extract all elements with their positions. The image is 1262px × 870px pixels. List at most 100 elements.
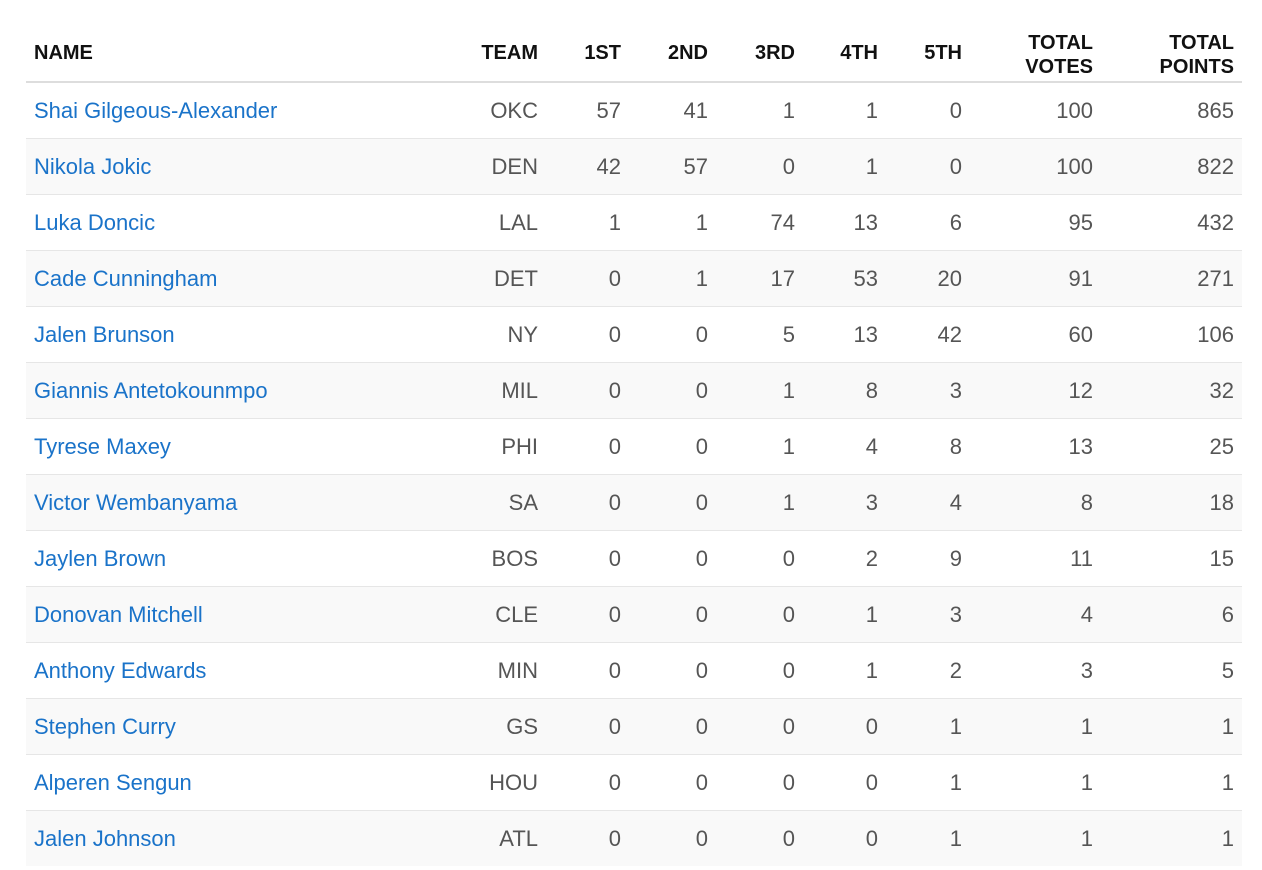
mvp-voting-table-container: NAME TEAM 1ST 2ND 3RD 4TH 5TH TOTAL VOTE… <box>26 24 1242 866</box>
column-header-total-votes-line2: VOTES <box>1025 56 1093 78</box>
total-votes-cell: 100 <box>1056 97 1093 123</box>
team-cell: HOU <box>456 754 546 811</box>
player-link[interactable]: Shai Gilgeous-Alexander <box>34 97 278 123</box>
second-place-votes-cell: 0 <box>629 474 716 531</box>
player-name-cell: Anthony Edwards <box>26 642 456 699</box>
total-votes-cell: 13 <box>970 418 1101 475</box>
column-header-total-votes-line1: TOTAL <box>1028 32 1093 54</box>
player-link[interactable]: Anthony Edwards <box>34 657 207 683</box>
fifth-place-votes-cell: 1 <box>886 754 970 811</box>
total-points-cell: 6 <box>1101 586 1242 643</box>
fifth-place-votes-cell: 1 <box>886 810 970 866</box>
player-link[interactable]: Giannis Antetokounmpo <box>34 377 268 403</box>
total-points-cell: 865 <box>1197 97 1234 123</box>
player-name-cell: Luka Doncic <box>26 194 456 251</box>
fifth-place-votes-cell: 8 <box>886 418 970 475</box>
player-link[interactable]: Victor Wembanyama <box>34 489 238 515</box>
total-votes-cell: 100 <box>970 138 1101 195</box>
first-place-votes-cell: 57 <box>596 97 621 123</box>
total-points-cell: 18 <box>1101 474 1242 531</box>
team-cell: BOS <box>456 530 546 587</box>
column-header-total-points[interactable]: TOTAL POINTS <box>1101 24 1242 83</box>
team-cell: DET <box>456 250 546 307</box>
player-link[interactable]: Luka Doncic <box>34 209 156 235</box>
total-points-cell: 822 <box>1101 138 1242 195</box>
column-header-1st[interactable]: 1ST <box>546 24 629 83</box>
team-cell: MIN <box>456 642 546 699</box>
first-place-votes-cell: 0 <box>546 250 629 307</box>
header-row: NAME TEAM 1ST 2ND 3RD 4TH 5TH TOTAL VOTE… <box>26 24 1242 83</box>
player-link[interactable]: Nikola Jokic <box>34 153 152 179</box>
column-header-total-points-line2: POINTS <box>1159 56 1234 78</box>
column-header-3rd[interactable]: 3RD <box>716 24 803 83</box>
third-place-votes-cell: 0 <box>716 530 803 587</box>
column-header-4th[interactable]: 4TH <box>803 24 886 83</box>
fifth-place-votes-cell: 9 <box>886 530 970 587</box>
team-cell: GS <box>456 698 546 755</box>
third-place-votes-cell: 0 <box>716 698 803 755</box>
column-header-team[interactable]: TEAM <box>456 24 546 83</box>
total-points-cell: 1 <box>1101 754 1242 811</box>
player-name-cell: Nikola Jokic <box>26 138 456 195</box>
column-header-5th[interactable]: 5TH <box>886 24 970 83</box>
third-place-votes-cell: 1 <box>716 418 803 475</box>
fifth-place-votes-cell: 42 <box>886 306 970 363</box>
player-name-cell: Alperen Sengun <box>26 754 456 811</box>
table-row: Victor Wembanyama SA 0 0 1 3 4 8 18 <box>26 474 1242 531</box>
table-row: Jalen Johnson ATL 0 0 0 0 1 1 1 <box>26 810 1242 866</box>
second-place-votes-cell: 0 <box>629 418 716 475</box>
team-cell: DEN <box>456 138 546 195</box>
fifth-place-votes-cell: 3 <box>886 362 970 419</box>
total-points-cell: 32 <box>1101 362 1242 419</box>
player-link[interactable]: Jalen Johnson <box>34 825 176 851</box>
fourth-place-votes-cell: 0 <box>803 698 886 755</box>
table-row: Anthony Edwards MIN 0 0 0 1 2 3 5 <box>26 642 1242 699</box>
first-place-votes-cell: 0 <box>546 474 629 531</box>
first-place-votes-cell: 0 <box>546 642 629 699</box>
team-cell: CLE <box>456 586 546 643</box>
table-row: Stephen Curry GS 0 0 0 0 1 1 1 <box>26 698 1242 755</box>
player-link[interactable]: Donovan Mitchell <box>34 601 203 627</box>
column-header-total-votes[interactable]: TOTAL VOTES <box>970 24 1101 83</box>
player-link[interactable]: Cade Cunningham <box>34 265 218 291</box>
team-cell: MIL <box>456 362 546 419</box>
first-place-votes-cell: 0 <box>546 362 629 419</box>
fifth-place-votes-cell: 2 <box>886 642 970 699</box>
fourth-place-votes-cell: 8 <box>803 362 886 419</box>
total-points-cell: 15 <box>1101 530 1242 587</box>
total-votes-cell: 1 <box>970 754 1101 811</box>
player-link[interactable]: Jaylen Brown <box>34 545 167 571</box>
total-points-cell: 432 <box>1101 194 1242 251</box>
team-cell: LAL <box>456 194 546 251</box>
table-row: Tyrese Maxey PHI 0 0 1 4 8 13 25 <box>26 418 1242 475</box>
player-link[interactable]: Jalen Brunson <box>34 321 175 347</box>
table-row: Giannis Antetokounmpo MIL 0 0 1 8 3 12 32 <box>26 362 1242 419</box>
first-place-votes-cell: 0 <box>546 306 629 363</box>
column-header-name[interactable]: NAME <box>26 24 456 83</box>
table-row: Nikola Jokic DEN 42 57 0 1 0 100 822 <box>26 138 1242 195</box>
second-place-votes-cell: 0 <box>629 530 716 587</box>
fourth-place-votes-cell: 13 <box>803 194 886 251</box>
table-row: Alperen Sengun HOU 0 0 0 0 1 1 1 <box>26 754 1242 811</box>
total-points-cell: 1 <box>1101 810 1242 866</box>
first-place-votes-cell: 0 <box>546 418 629 475</box>
player-link[interactable]: Alperen Sengun <box>34 769 192 795</box>
second-place-votes-cell: 0 <box>629 698 716 755</box>
total-votes-cell: 8 <box>970 474 1101 531</box>
player-name-cell: Cade Cunningham <box>26 250 456 307</box>
player-name-cell: Jaylen Brown <box>26 530 456 587</box>
player-name-cell: Victor Wembanyama <box>26 474 456 531</box>
total-points-cell: 1 <box>1101 698 1242 755</box>
fifth-place-votes-cell: 3 <box>886 586 970 643</box>
third-place-votes-cell: 17 <box>716 250 803 307</box>
total-votes-cell: 12 <box>970 362 1101 419</box>
table-row: Jalen Brunson NY 0 0 5 13 42 60 106 <box>26 306 1242 363</box>
player-link[interactable]: Stephen Curry <box>34 713 176 739</box>
player-link[interactable]: Tyrese Maxey <box>34 433 171 459</box>
column-header-2nd[interactable]: 2ND <box>629 24 716 83</box>
player-name-cell: Giannis Antetokounmpo <box>26 362 456 419</box>
fourth-place-votes-cell: 2 <box>803 530 886 587</box>
total-points-cell: 25 <box>1101 418 1242 475</box>
third-place-votes-cell: 0 <box>716 586 803 643</box>
third-place-votes-cell: 1 <box>716 362 803 419</box>
